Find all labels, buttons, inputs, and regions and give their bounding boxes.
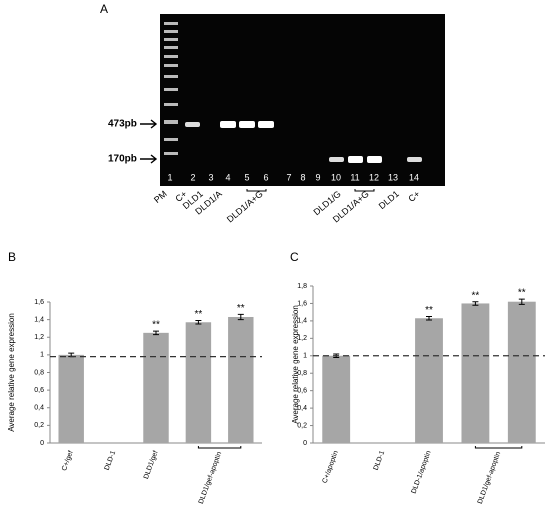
x-tick-label: C+/apoptin xyxy=(322,450,340,484)
ladder xyxy=(164,22,178,155)
y-tick-label: 0 xyxy=(40,440,44,447)
significance: ** xyxy=(518,288,526,299)
bar xyxy=(461,303,490,443)
y-tick-label: 0,6 xyxy=(297,388,307,395)
bar xyxy=(143,332,169,443)
y-tick-label: 1,2 xyxy=(34,334,44,341)
lane-label: PM xyxy=(152,189,169,205)
gel-image xyxy=(160,14,445,186)
lane-number: 13 xyxy=(388,172,398,182)
error-bar xyxy=(426,316,432,321)
y-tick-label: 0,8 xyxy=(297,370,307,377)
lane-label: DLD1/A+G xyxy=(225,189,265,225)
bar xyxy=(322,355,351,443)
lane-number: 10 xyxy=(331,172,341,182)
x-tick-label: DLD-1 xyxy=(373,450,387,472)
lane-number: 3 xyxy=(208,172,213,182)
y-tick-label: 0,4 xyxy=(34,405,44,412)
marker-label: 170pb xyxy=(108,154,137,165)
y-tick-label: 1,6 xyxy=(34,299,44,306)
bar xyxy=(228,316,254,443)
y-tick-label: 1 xyxy=(303,353,307,360)
lane-number: 8 xyxy=(300,172,305,182)
x-tick-label: C+/gef xyxy=(61,450,75,472)
lane-label: C+ xyxy=(406,189,421,204)
group-label: DLD1/gef-apoptin xyxy=(477,451,502,505)
bar xyxy=(415,318,443,443)
lane-number: 12 xyxy=(369,172,379,182)
bar xyxy=(507,301,536,443)
y-tick-label: 1,8 xyxy=(297,283,307,290)
y-axis-label: Average relative gene expression xyxy=(291,305,300,424)
y-tick-label: 0,6 xyxy=(34,387,44,394)
bands xyxy=(185,121,422,163)
significance: ** xyxy=(152,320,160,331)
group-bracket xyxy=(474,446,523,449)
panel-label: C xyxy=(290,250,299,264)
y-tick-label: 0,8 xyxy=(34,369,44,376)
panel-label: A xyxy=(100,2,108,16)
lane-number: 2 xyxy=(190,172,195,182)
x-tick-label: DLD-1/apoptin xyxy=(411,450,433,495)
y-tick-label: 1 xyxy=(40,352,44,359)
significance: ** xyxy=(237,303,245,314)
x-tick-label: DLD1/gef xyxy=(143,450,160,480)
error-bar xyxy=(237,313,244,321)
error-bar xyxy=(195,320,202,325)
y-tick-label: 0,4 xyxy=(297,405,307,412)
bar xyxy=(185,322,212,443)
y-tick-label: 1,2 xyxy=(297,335,307,342)
y-axis-label: Average relative gene expression xyxy=(7,313,16,432)
x-tick-label: DLD-1 xyxy=(104,450,118,472)
error-bar xyxy=(518,298,525,305)
significance: ** xyxy=(425,305,433,316)
y-tick-label: 0,2 xyxy=(34,422,44,429)
lane-number: 14 xyxy=(409,172,419,182)
y-tick-label: 0,2 xyxy=(297,422,307,429)
group-label: DLD1/gef-apoptin xyxy=(198,451,223,505)
significance: ** xyxy=(472,290,480,301)
y-tick-label: 1,4 xyxy=(34,316,44,323)
y-tick-label: 0 xyxy=(303,440,307,447)
lane-brackets xyxy=(246,189,375,192)
lane-number: 11 xyxy=(350,172,359,182)
lane-number: 5 xyxy=(244,172,249,182)
error-bar xyxy=(153,330,159,336)
marker-label: 473pb xyxy=(108,119,137,130)
lane-number: 4 xyxy=(225,172,230,182)
group-bracket xyxy=(197,446,242,449)
significance: ** xyxy=(195,309,203,320)
panel-label: B xyxy=(8,250,16,264)
y-tick-label: 1,6 xyxy=(297,300,307,307)
lane-number: 9 xyxy=(315,172,320,182)
bar xyxy=(58,354,84,443)
arrows xyxy=(140,119,158,164)
lane-number: 7 xyxy=(286,172,291,182)
lane-number: 1 xyxy=(167,172,172,182)
error-bar xyxy=(472,301,479,306)
y-tick-label: 1,4 xyxy=(297,318,307,325)
lane-number: 6 xyxy=(263,172,268,182)
lane-label: DLD1 xyxy=(377,189,401,211)
